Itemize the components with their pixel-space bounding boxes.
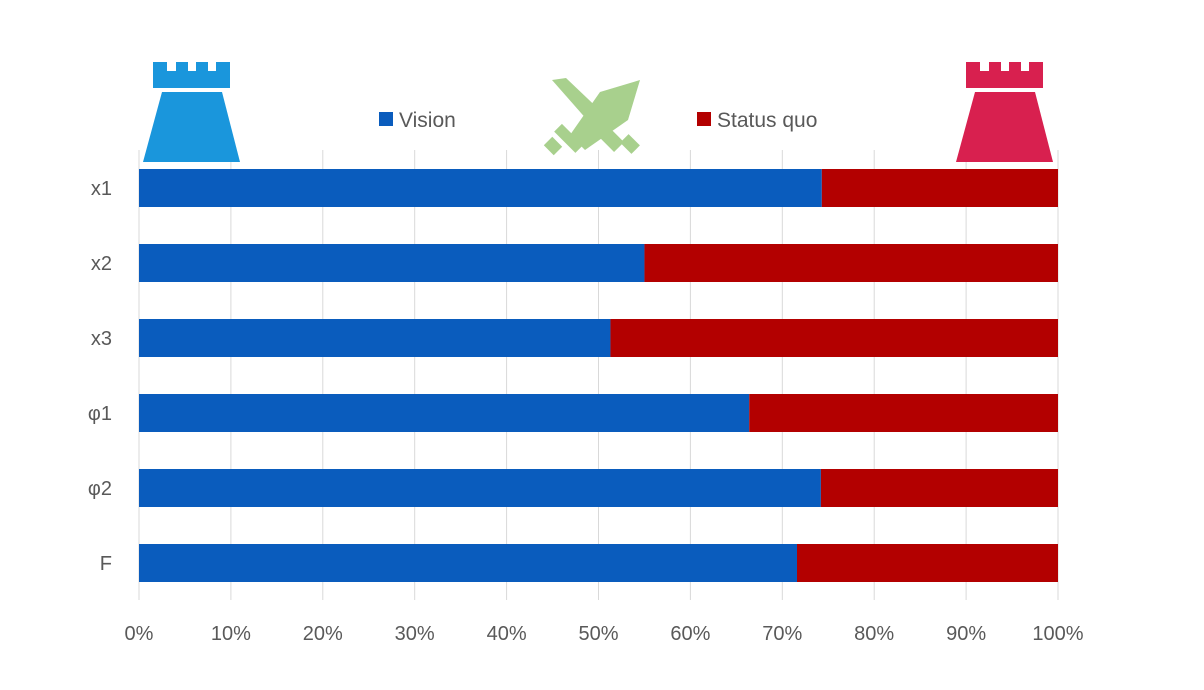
bar-status-quo-x2 — [644, 244, 1058, 282]
x-tick-label: 90% — [946, 623, 986, 645]
x-tick-label: 40% — [487, 623, 527, 645]
category-label: F — [100, 553, 112, 575]
bar-status-quo-φ2 — [820, 469, 1058, 507]
legend-swatch-vision — [379, 112, 393, 126]
bar-vision-x2 — [139, 244, 645, 282]
bar-vision-x3 — [139, 319, 611, 357]
x-tick-label: 50% — [578, 623, 618, 645]
x-tick-label: 10% — [211, 623, 251, 645]
legend-label-vision: Vision — [399, 109, 456, 132]
bar-status-quo-x3 — [610, 319, 1058, 357]
castle-tower-icon — [956, 62, 1053, 162]
x-tick-label: 0% — [125, 623, 154, 645]
legend: Vision Status quo — [379, 109, 817, 132]
x-tick-label: 60% — [670, 623, 710, 645]
x-tick-label: 20% — [303, 623, 343, 645]
x-axis-ticks: 0% 10% 20% 30% 40% 50% 60% 70% 80% 90% 100% — [125, 623, 1084, 645]
category-label: φ2 — [88, 478, 112, 500]
crossed-swords-icon — [543, 78, 640, 156]
bar-status-quo-φ1 — [749, 394, 1058, 432]
bar-vision-φ2 — [139, 469, 821, 507]
castle-tower-icon — [143, 62, 240, 162]
legend-swatch-status-quo — [697, 112, 711, 126]
x-tick-label: 100% — [1032, 623, 1083, 645]
category-label: x2 — [91, 253, 112, 275]
bar-vision-f — [139, 544, 798, 582]
x-tick-label: 70% — [762, 623, 802, 645]
y-axis-categories: x1 x2 x3 φ1 φ2 F — [88, 178, 112, 575]
bar-status-quo-f — [797, 544, 1058, 582]
legend-label-status-quo: Status quo — [717, 109, 817, 132]
bar-vision-x1 — [139, 169, 822, 207]
bars — [139, 169, 1058, 582]
grid-lines — [138, 150, 1059, 600]
category-label: φ1 — [88, 403, 112, 425]
category-label: x1 — [91, 178, 112, 200]
category-label: x3 — [91, 328, 112, 350]
bar-vision-φ1 — [139, 394, 750, 432]
x-tick-label: 30% — [395, 623, 435, 645]
x-tick-label: 80% — [854, 623, 894, 645]
bar-status-quo-x1 — [821, 169, 1058, 207]
